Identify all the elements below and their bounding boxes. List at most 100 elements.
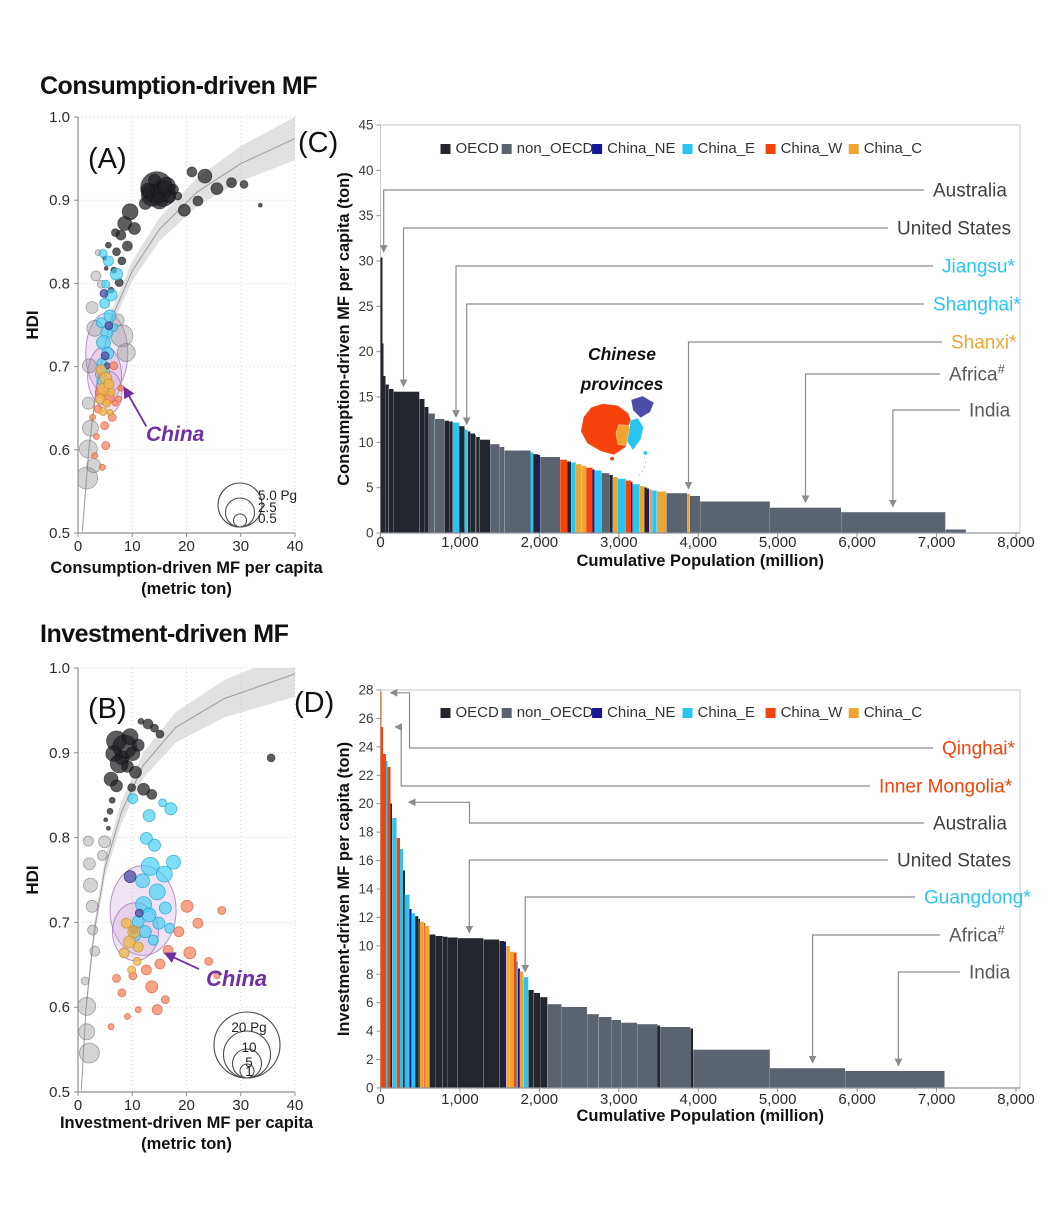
bubble-K — [127, 783, 137, 792]
bubble-C — [123, 935, 136, 949]
x-tick-label: 5,000 — [759, 534, 797, 551]
y-tick-label: 20 — [358, 344, 373, 359]
bubble-K — [106, 825, 111, 831]
bar-China_W — [513, 952, 517, 1089]
x-tick-label: 4,000 — [679, 1091, 717, 1108]
bubble-E — [110, 267, 123, 281]
bar-non_OECD — [598, 1016, 612, 1089]
y-tick-label: 0.8 — [49, 830, 70, 847]
bar-China_C — [424, 925, 430, 1089]
x-tick-label: 10 — [124, 538, 141, 555]
bar-China_W — [396, 837, 401, 1089]
y-tick-label: 0 — [366, 1081, 374, 1096]
bubble-E — [127, 793, 139, 804]
china-map-east — [627, 417, 644, 451]
bar-non_OECD — [659, 1026, 691, 1089]
bubble-W — [213, 972, 221, 980]
bar-OECD — [383, 376, 386, 533]
bar-OECD — [644, 487, 648, 533]
bar-OECD — [380, 257, 383, 533]
legend-swatch-OECD — [440, 144, 451, 154]
bubble-K — [129, 765, 142, 779]
bar-China_E — [411, 912, 416, 1089]
annotation-leader — [379, 189, 924, 253]
bar-China_W — [559, 459, 568, 534]
bar-China_E — [464, 429, 469, 534]
legend-swatch-China_E — [682, 708, 693, 718]
bubble-W — [204, 957, 214, 966]
bubble-E — [138, 925, 152, 939]
annotation-label: Shanghai* — [933, 295, 1021, 316]
bar-OECD — [448, 421, 454, 534]
y-tick-label: 16 — [358, 853, 373, 868]
legend-swatch-China_W — [765, 708, 776, 718]
bar-China_C — [656, 491, 667, 534]
bar-China_E — [632, 483, 641, 534]
bubble-W — [192, 917, 204, 929]
legend-swatch-China_W — [765, 144, 776, 154]
china-annotation-arrow — [123, 386, 148, 427]
y-tick-label: 26 — [358, 711, 373, 726]
x-axis-title: Cumulative Population (million) — [577, 1107, 825, 1125]
bar-non_OECD — [692, 1049, 771, 1089]
bar-China_E — [530, 452, 534, 533]
bar-China_C — [519, 971, 524, 1089]
bar-non_OECD — [434, 418, 445, 534]
bar-China_W — [423, 923, 425, 1088]
bubble-E — [164, 922, 176, 934]
y-axis-title: HDI — [23, 310, 42, 339]
bubble-K — [266, 753, 276, 763]
bubble-N — [104, 321, 114, 331]
bar-OECD — [657, 1025, 661, 1088]
x-tick-label: 7,000 — [918, 1091, 956, 1108]
y-tick-label: 12 — [358, 910, 373, 925]
bubble-C — [132, 957, 142, 966]
bar-China_E — [594, 470, 602, 534]
bar-OECD — [388, 388, 394, 534]
bubble-W — [107, 1023, 115, 1031]
y-tick-label: 0 — [366, 526, 374, 541]
bar-OECD — [442, 936, 448, 1089]
bar-OECD — [528, 989, 535, 1089]
bar-China_W — [475, 435, 477, 533]
y-tick-label: 0.5 — [49, 1084, 70, 1101]
china-annotation-arrow — [163, 952, 200, 970]
bubble-E — [135, 873, 151, 889]
bubble-K — [146, 789, 158, 800]
bar-China_C — [581, 465, 587, 534]
trend-band-group — [78, 117, 295, 533]
x-tick-label: 6,000 — [838, 1091, 876, 1108]
x-tick-label: 3,000 — [600, 534, 638, 551]
bar-non_OECD — [699, 501, 770, 534]
x-tick-label: 8,000 — [997, 1091, 1035, 1108]
bubble-C — [103, 378, 115, 390]
china-map-islands-line — [638, 456, 646, 477]
y-tick-label: 45 — [358, 118, 373, 133]
annotation-label: Australia — [933, 181, 1007, 202]
bubble-W — [154, 958, 166, 970]
bubble-W — [117, 988, 127, 998]
bar-China_E — [617, 478, 626, 534]
bar-China_C — [419, 921, 425, 1089]
bubble-K — [239, 179, 249, 189]
y-tick-label: 15 — [358, 390, 373, 405]
x-axis-title: Consumption-driven MF per capita — [50, 559, 323, 577]
bar-OECD — [470, 433, 476, 534]
size-legend-circle — [239, 1063, 255, 1079]
bubble-W — [183, 946, 197, 960]
bubble-E — [158, 901, 172, 915]
bubble-K — [111, 228, 120, 238]
x-tick-label: 8,000 — [997, 534, 1035, 551]
bubble-E — [166, 854, 181, 870]
legend-label-OECD: OECD — [456, 704, 500, 721]
bubble-G — [82, 419, 99, 437]
bubble-E — [98, 248, 108, 258]
bubble-K — [131, 738, 145, 752]
bar-non_OECD — [844, 1070, 945, 1089]
annotation-leader — [808, 934, 940, 1064]
x-tick-label: 20 — [178, 538, 195, 555]
y-axis-title: HDI — [23, 865, 42, 894]
bar-China_E — [391, 817, 397, 1089]
bubble-K — [148, 173, 161, 187]
